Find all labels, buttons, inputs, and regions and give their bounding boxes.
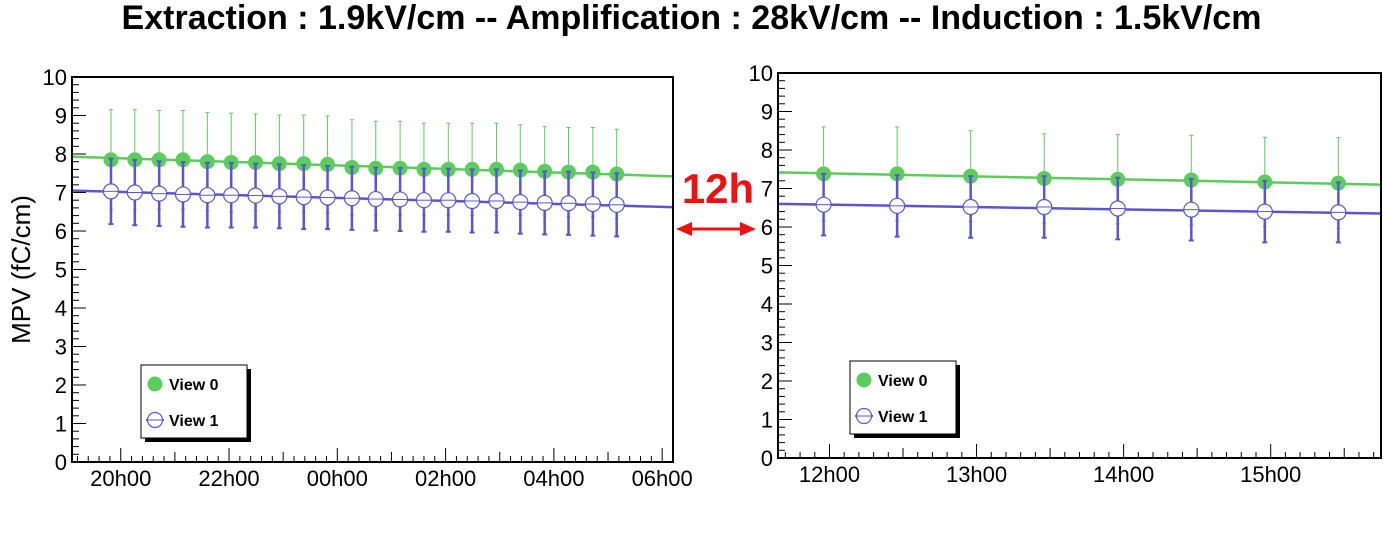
x-tick-label: 12h00: [799, 462, 860, 487]
y-tick-label: 7: [761, 177, 773, 202]
legend-marker-view0: [856, 372, 872, 388]
legend-marker-view0: [147, 376, 163, 392]
x-tick-label: 06h00: [632, 466, 693, 491]
y-tick-label: 8: [761, 138, 773, 163]
y-tick-label: 3: [55, 335, 67, 360]
fit-line: [778, 202, 1381, 215]
data-point: [199, 154, 215, 170]
fit-line: [778, 171, 1381, 186]
y-axis-title: MPV (fC/cm): [6, 195, 36, 344]
y-tick-label: 1: [55, 412, 67, 437]
y-tick-label: 2: [761, 369, 773, 394]
legend-entry-label: View 0: [878, 373, 928, 390]
x-tick-label: 00h00: [307, 466, 368, 491]
y-tick-label: 1: [761, 408, 773, 433]
y-tick-label: 3: [761, 331, 773, 356]
legend: View 0 View 1: [849, 360, 960, 438]
legend-entry-label: View 0: [169, 377, 219, 394]
left-panel: 0 1 2 3 4 5 6 7 8 9 10 20h00 22h00 00h00 02h00 04h00 06h…: [6, 65, 693, 491]
y-tick-label: 6: [761, 215, 773, 240]
y-tick-label: 4: [761, 292, 773, 317]
gap-annotation: 12h: [676, 165, 756, 236]
legend-entry-label: View 1: [878, 409, 928, 426]
gap-arrow-head-right: [740, 222, 756, 236]
data-point: [248, 154, 264, 170]
x-tick-label: 22h00: [198, 466, 259, 491]
data-point: [320, 156, 336, 172]
series-1: [72, 157, 673, 238]
y-tick-label: 6: [55, 219, 67, 244]
y-tick-label: 0: [761, 446, 773, 471]
gap-arrow-head-left: [676, 222, 692, 236]
x-tick-label: 14h00: [1093, 462, 1154, 487]
y-tick-label: 4: [55, 296, 67, 321]
x-tick-label: 20h00: [90, 466, 151, 491]
y-tick-label: 0: [55, 450, 67, 475]
data-point: [175, 152, 191, 168]
y-tick-label: 9: [761, 100, 773, 125]
data-point: [151, 152, 167, 168]
y-tick-label: 9: [55, 104, 67, 129]
x-tick-label: 02h00: [415, 466, 476, 491]
x-tick-label: 15h00: [1240, 462, 1301, 487]
y-tick-label: 5: [761, 254, 773, 279]
x-tick-label: 04h00: [523, 466, 584, 491]
y-tick-label: 5: [55, 258, 67, 283]
data-point: [296, 156, 312, 172]
legend-entry-label: View 1: [169, 413, 219, 430]
x-tick-label: 13h00: [946, 462, 1007, 487]
y-tick-label: 2: [55, 373, 67, 398]
y-tick-label: 10: [43, 65, 67, 90]
data-point: [889, 166, 905, 182]
y-tick-label: 8: [55, 142, 67, 167]
series-1: [778, 172, 1381, 244]
y-tick-label: 10: [749, 61, 773, 86]
legend: View 0 View 1: [140, 364, 251, 442]
gap-label: 12h: [682, 165, 754, 212]
chart-title: Extraction : 1.9kV/cm -- Amplification :…: [121, 0, 1262, 37]
y-tick-label: 7: [55, 181, 67, 206]
